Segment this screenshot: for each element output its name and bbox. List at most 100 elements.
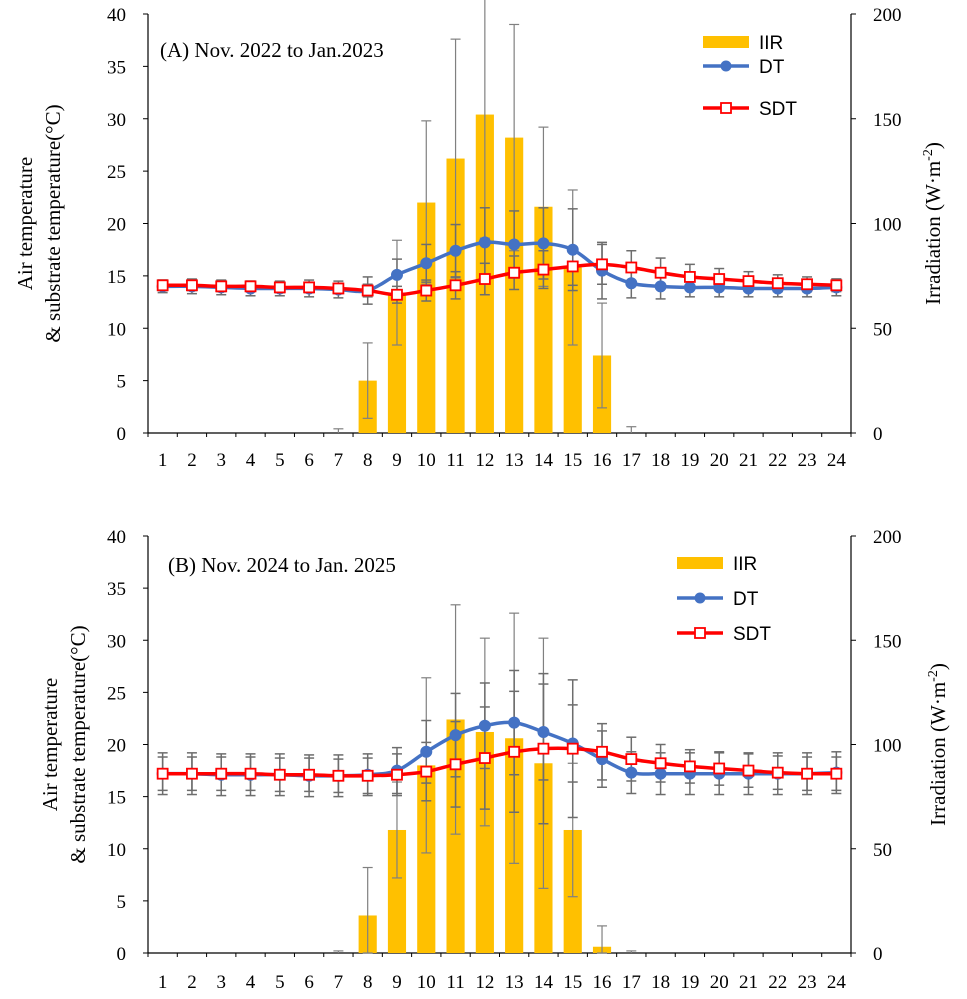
sdt-point [801, 278, 813, 291]
y-tick-label: 30 [107, 631, 126, 652]
y-tick-label: 15 [107, 267, 126, 288]
sdt-point [303, 768, 316, 781]
sdt-point [215, 280, 228, 293]
x-tick-label: 10 [417, 972, 436, 993]
x-tick-label: 18 [651, 450, 670, 471]
sdt-point [508, 745, 521, 758]
y2-tick-label: 200 [873, 527, 902, 548]
x-tick-label: 9 [392, 972, 402, 993]
x-tick-label: 5 [275, 972, 285, 993]
y2-tick-label: 0 [873, 424, 883, 445]
sdt-point [713, 273, 726, 285]
dt-point [420, 745, 433, 758]
x-tick-label: 14 [534, 972, 554, 993]
x-tick-label: 7 [334, 450, 344, 471]
x-tick-label: 8 [363, 972, 373, 993]
sdt-point [801, 767, 813, 780]
x-tick-label: 3 [216, 972, 226, 993]
x-tick-label: 12 [475, 972, 494, 993]
y2-tick-label: 100 [873, 215, 902, 236]
dt-line [162, 720, 837, 778]
dt-point [508, 716, 521, 729]
iir-bar [417, 765, 436, 953]
sdt-point [361, 284, 374, 297]
dt-point [683, 281, 696, 294]
sdt-point [654, 757, 667, 770]
legend-sdt-marker [720, 102, 732, 114]
x-tick-label: 14 [534, 450, 554, 471]
x-tick-label: 21 [739, 450, 758, 471]
dt-point [449, 729, 462, 742]
y2-axis-label-sup: -2 [926, 670, 941, 682]
x-tick-label: 16 [593, 450, 612, 471]
sdt-point [771, 277, 784, 290]
legend-sdt-marker [694, 627, 706, 639]
sdt-point [215, 767, 228, 780]
legend-sdt-label: SDT [733, 624, 771, 645]
dt-point [390, 268, 403, 281]
iir-bar [534, 206, 553, 433]
legend-dt-marker [720, 60, 732, 72]
sdt-point [303, 281, 316, 294]
y-tick-label: 10 [107, 319, 126, 340]
sdt-point [566, 742, 579, 755]
sdt-point [566, 260, 579, 273]
legend-iir-label: IIR [759, 33, 783, 54]
iir-bar [563, 267, 582, 433]
legend-sdt-label: SDT [759, 99, 797, 120]
sdt-point [742, 275, 755, 288]
y-axis-label-line1: Air temperature [13, 157, 37, 291]
sdt-point [683, 760, 696, 773]
sdt-point [186, 767, 198, 780]
sdt-point [596, 745, 608, 758]
y2-axis-label-main: Irradiation (W·m [921, 161, 945, 305]
sdt-point [449, 279, 462, 292]
sdt-point [449, 758, 462, 771]
sdt-point [508, 266, 521, 279]
y-axis-label-line1: Air temperature [38, 678, 62, 812]
x-tick-label: 19 [680, 972, 699, 993]
sdt-point [273, 768, 286, 781]
y2-axis-label: Irradiation (W·m-2) [921, 142, 945, 305]
x-tick-label: 2 [187, 450, 197, 471]
y-tick-label: 40 [107, 5, 126, 26]
x-tick-label: 3 [216, 450, 226, 471]
y2-tick-label: 100 [873, 736, 902, 757]
dt-point [478, 236, 491, 249]
sdt-point [244, 280, 257, 293]
x-tick-label: 6 [304, 450, 314, 471]
sdt-point [391, 288, 403, 301]
chart-title: (A) Nov. 2022 to Jan.2023 [160, 38, 384, 62]
y2-axis-label: Irradiation (W·m-2) [926, 663, 950, 826]
x-tick-label: 7 [334, 972, 344, 993]
legend-dt-label: DT [733, 589, 759, 610]
x-tick-label: 17 [622, 972, 641, 993]
x-tick-label: 12 [475, 450, 494, 471]
sdt-point [332, 769, 345, 782]
iir-bar [446, 719, 465, 953]
x-tick-label: 5 [275, 450, 285, 471]
sdt-point [830, 279, 843, 292]
sdt-point [596, 258, 608, 271]
x-tick-label: 4 [246, 972, 256, 993]
x-tick-label: 17 [622, 450, 641, 471]
x-tick-label: 6 [304, 972, 314, 993]
sdt-point [186, 279, 198, 292]
chart-title: (B) Nov. 2024 to Jan. 2025 [168, 553, 396, 577]
dt-point [566, 243, 579, 256]
sdt-point [332, 282, 345, 295]
x-tick-label: 11 [446, 450, 464, 471]
y-tick-label: 0 [117, 944, 127, 965]
dt-point [449, 244, 462, 257]
x-tick-label: 23 [798, 972, 817, 993]
x-tick-label: 24 [827, 972, 847, 993]
dt-point [537, 725, 550, 738]
x-tick-label: 1 [158, 450, 168, 471]
dt-point [625, 277, 638, 290]
x-tick-label: 22 [768, 972, 787, 993]
x-tick-label: 22 [768, 450, 787, 471]
x-tick-label: 23 [798, 450, 817, 471]
dt-line [162, 240, 837, 294]
